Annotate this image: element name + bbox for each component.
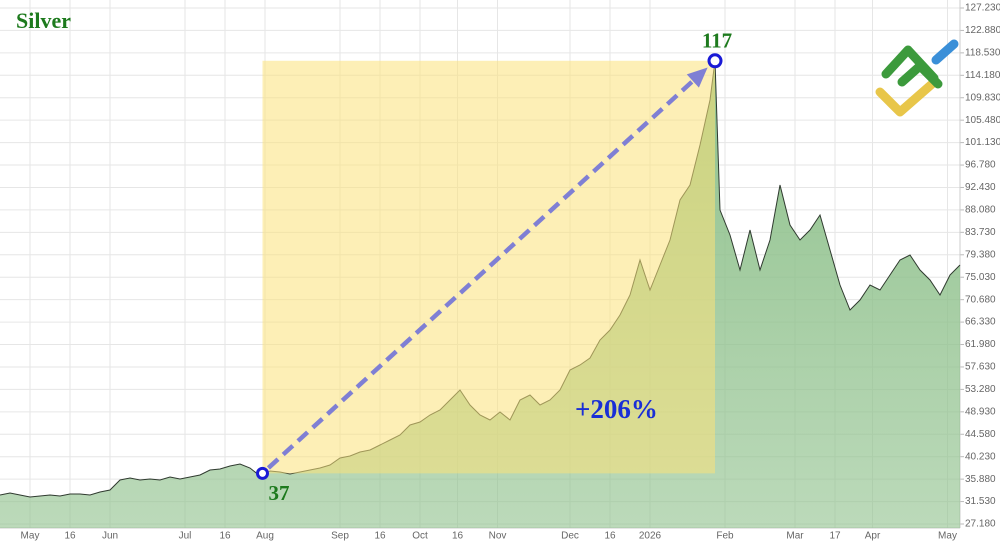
x-tick-label: 17 xyxy=(829,531,841,542)
y-tick-label: 122.880 xyxy=(965,25,1000,36)
x-tick-label: Feb xyxy=(716,531,734,542)
x-tick-label: Dec xyxy=(561,531,579,542)
start-marker xyxy=(256,466,269,480)
y-tick-label: 35.880 xyxy=(965,474,996,485)
y-tick-label: 92.430 xyxy=(965,182,996,193)
logo xyxy=(875,39,959,117)
area xyxy=(0,60,960,529)
change-label: +206% xyxy=(575,394,658,424)
x-tick-label: Nov xyxy=(489,531,507,542)
y-tick-label: 114.180 xyxy=(965,70,1000,81)
end-label: 117 xyxy=(702,29,732,53)
y-tick-label: 27.180 xyxy=(965,519,996,530)
x-tick-label: Jul xyxy=(179,531,192,542)
x-tick-label: May xyxy=(21,531,40,542)
y-tick-label: 40.230 xyxy=(965,451,996,462)
logo-part xyxy=(875,79,937,117)
x-tick-label: Sep xyxy=(331,531,349,542)
y-tick-label: 75.030 xyxy=(965,272,996,283)
y-tick-label: 79.380 xyxy=(965,249,996,260)
x-tick-label: 16 xyxy=(374,531,386,542)
y-tick-label: 53.280 xyxy=(965,384,996,395)
logo-part xyxy=(897,61,943,89)
y-tick-label: 109.830 xyxy=(965,92,1000,103)
x-tick-label: May xyxy=(938,531,957,542)
x-tick-label: 16 xyxy=(219,531,231,542)
y-tick-label: 44.580 xyxy=(965,429,996,440)
y-tick-label: 61.980 xyxy=(965,339,996,350)
y-tick-label: 101.130 xyxy=(965,137,1000,148)
y-tick-label: 105.480 xyxy=(965,115,1000,126)
y-tick-label: 48.930 xyxy=(965,406,996,417)
y-tick-label: 96.780 xyxy=(965,160,996,171)
y-tick-label: 57.630 xyxy=(965,362,996,373)
y-tick-label: 66.330 xyxy=(965,317,996,328)
x-tick-label: 2026 xyxy=(639,531,662,542)
logo-part xyxy=(931,39,959,65)
x-tick-label: 16 xyxy=(452,531,464,542)
y-tick-label: 127.230 xyxy=(965,3,1000,14)
x-tick-label: 16 xyxy=(64,531,76,542)
start-label: 37 xyxy=(269,481,290,505)
y-tick-label: 88.080 xyxy=(965,205,996,216)
x-tick-label: Jun xyxy=(102,531,118,542)
y-tick-label: 83.730 xyxy=(965,227,996,238)
x-tick-label: Apr xyxy=(865,531,881,542)
y-tick-label: 118.530 xyxy=(965,48,1000,59)
end-marker xyxy=(707,53,723,69)
chart-title: Silver xyxy=(16,8,71,33)
annotations: 37 117 +206% xyxy=(256,29,732,505)
x-tick-label: Mar xyxy=(786,531,804,542)
arrow-line xyxy=(266,75,699,470)
y-tick-label: 31.530 xyxy=(965,496,996,507)
x-tick-label: Oct xyxy=(412,531,428,542)
arrow-head xyxy=(686,67,708,88)
y-tick-label: 70.680 xyxy=(965,294,996,305)
x-tick-label: 16 xyxy=(604,531,616,542)
x-tick-label: Aug xyxy=(256,531,274,542)
